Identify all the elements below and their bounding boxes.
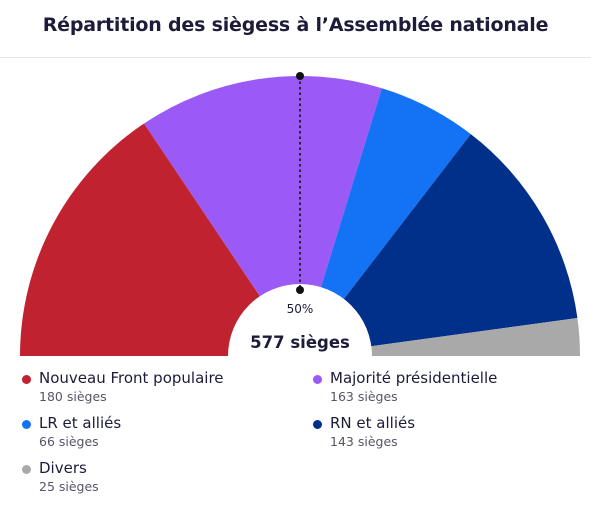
slice-majorite-presidentielle <box>144 76 382 356</box>
majority-line-bottom-dot <box>296 286 304 294</box>
chart-slices <box>20 76 580 357</box>
chart-title: Répartition des siègess à l’Assemblée na… <box>42 14 549 36</box>
title-divider <box>0 57 591 58</box>
slice-rn-et-allies <box>300 134 578 356</box>
majority-line-top-dot <box>296 72 304 80</box>
slice-nouveau-front-populaire <box>20 123 300 356</box>
majority-label: 50% <box>287 302 314 316</box>
total-seats-label: 577 sièges <box>250 333 350 352</box>
donut-hole <box>228 284 372 428</box>
slice-lr-et-allies <box>300 88 471 357</box>
